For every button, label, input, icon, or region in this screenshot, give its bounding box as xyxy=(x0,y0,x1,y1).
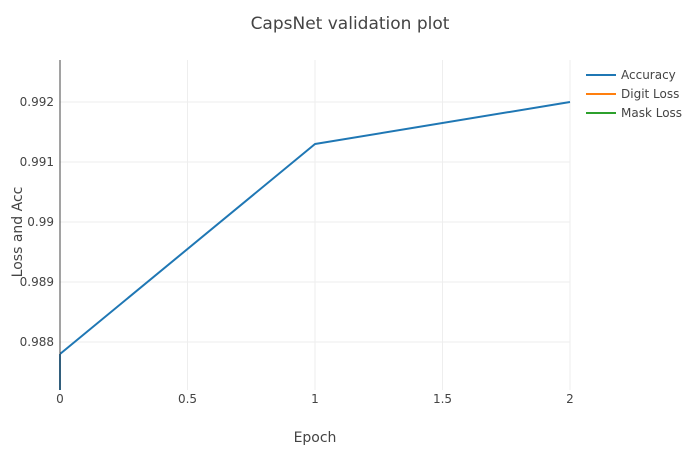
legend[interactable]: Accuracy Digit Loss Mask Loss xyxy=(586,68,682,120)
x-tick-label: 1.5 xyxy=(433,392,452,406)
y-tick-label: 0.989 xyxy=(20,275,54,289)
legend-label: Digit Loss xyxy=(621,87,679,101)
x-tick-label: 0.5 xyxy=(178,392,197,406)
x-tick-label: 0 xyxy=(56,392,64,406)
y-tick-label: 0.991 xyxy=(20,155,54,169)
series-line-accuracy xyxy=(59,101,571,355)
y-axis-title: Loss and Acc xyxy=(10,187,26,278)
legend-item[interactable]: Mask Loss xyxy=(586,106,682,120)
legend-label: Mask Loss xyxy=(621,106,682,120)
y-tick-label: 0.992 xyxy=(20,95,54,109)
legend-label: Accuracy xyxy=(621,68,676,82)
x-tick-label: 2 xyxy=(566,392,574,406)
x-tick-label: 1 xyxy=(311,392,319,406)
legend-item[interactable]: Digit Loss xyxy=(586,87,679,101)
legend-item[interactable]: Accuracy xyxy=(586,68,676,82)
y-tick-label: 0.988 xyxy=(20,335,54,349)
x-tick-labels: 0 0.5 1 1.5 2 xyxy=(56,392,574,406)
gridlines xyxy=(60,60,571,390)
x-axis-title: Epoch xyxy=(294,430,337,446)
y-tick-label: 0.99 xyxy=(27,215,54,229)
y-tick-labels: 0.988 0.989 0.99 0.991 0.992 xyxy=(20,95,54,349)
chart-title: CapsNet validation plot xyxy=(251,14,450,34)
